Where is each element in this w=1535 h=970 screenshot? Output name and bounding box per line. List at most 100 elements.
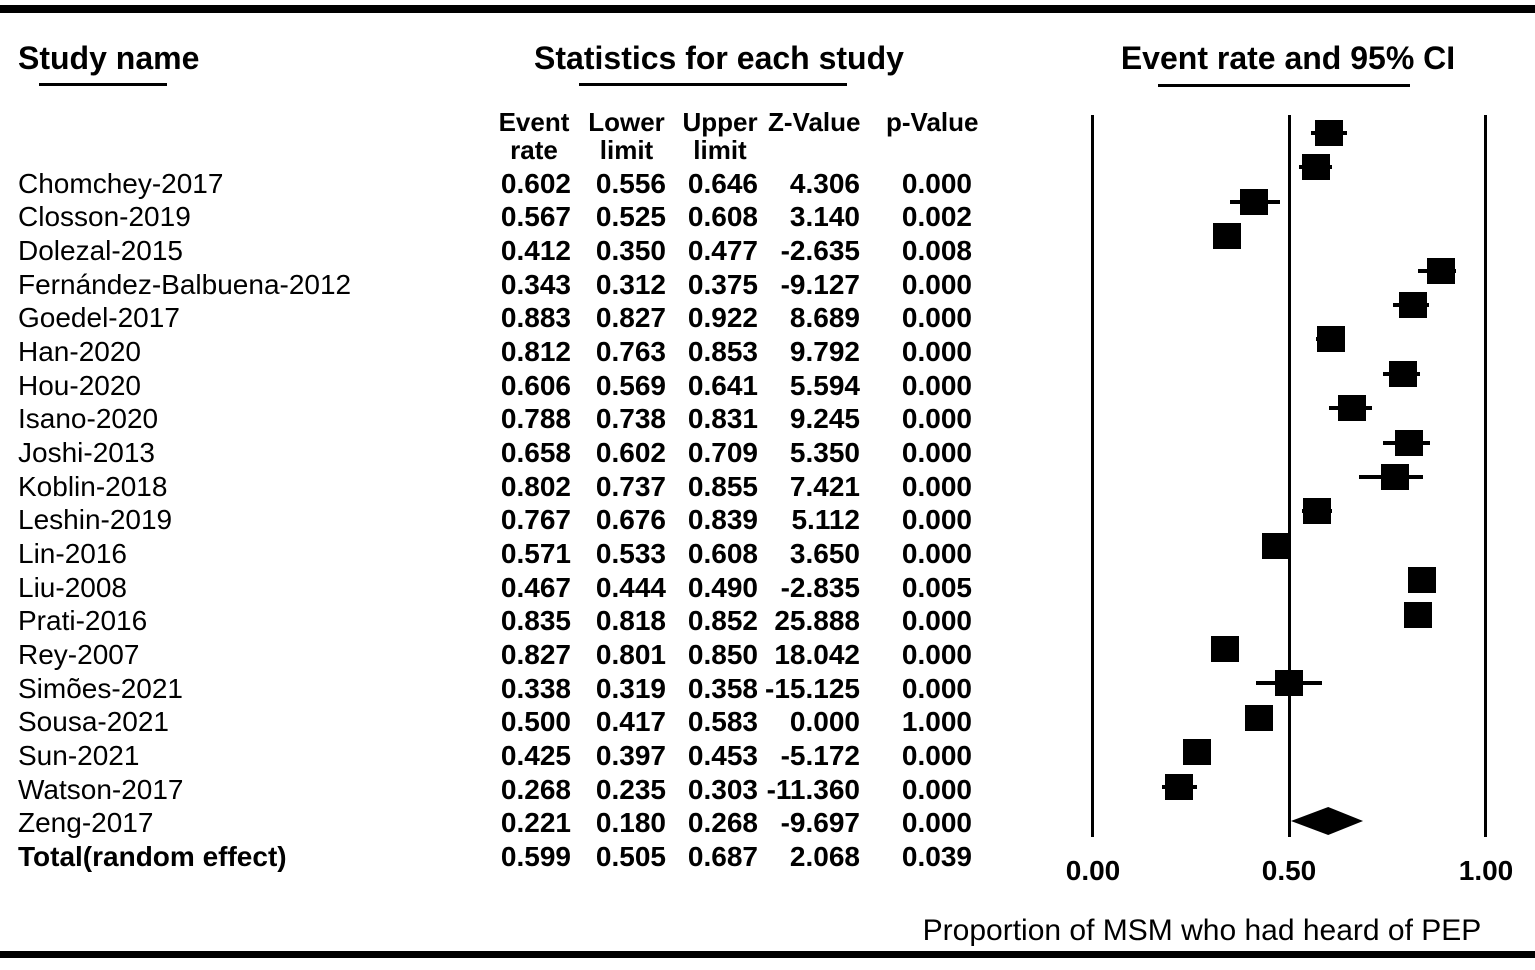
event-rate-cell: 0.268 [500, 773, 571, 805]
event-rate-cell: 0.658 [500, 437, 571, 469]
event-rate-cell: 0.812 [500, 336, 571, 368]
upper-limit-cell: 0.477 [687, 235, 758, 267]
study-name-cell: Hou-2020 [18, 369, 141, 401]
effect-size-square-marker [1210, 636, 1239, 662]
z-value-cell: -5.172 [780, 739, 860, 771]
upper-limit-cell: 0.709 [687, 437, 758, 469]
upper-limit-cell: 0.850 [687, 639, 758, 671]
effect-size-square-marker [1301, 154, 1330, 181]
study-name-cell: Zeng-2017 [18, 807, 154, 839]
effect-size-square-marker [1275, 670, 1303, 697]
upper-limit-cell: 0.646 [687, 167, 758, 199]
effect-size-square-marker [1337, 395, 1366, 422]
lower-limit-cell: 0.801 [595, 639, 666, 671]
study-name-underline [39, 83, 167, 86]
effect-size-square-marker [1394, 429, 1423, 456]
event-rate-cell: 0.567 [500, 201, 571, 233]
table-row: Simões-2021 0.338 0.319 0.358 -15.125 0.… [18, 672, 972, 706]
x-tick-label-100: 1.00 [1458, 855, 1514, 886]
top-border-rule [0, 5, 1535, 13]
lower-limit-cell: 0.350 [595, 235, 666, 267]
upper-limit-column-header: Upper limit [682, 107, 758, 165]
table-row: Closson-2019 0.567 0.525 0.608 3.140 0.0… [18, 201, 972, 235]
effect-size-square-marker [1407, 567, 1436, 594]
event-rate-column-header: Event rate [498, 107, 570, 165]
table-row: Hou-2020 0.606 0.569 0.641 5.594 0.000 [18, 369, 972, 403]
z-value-cell: 18.042 [774, 639, 860, 671]
event-rate-cell: 0.802 [500, 470, 571, 502]
upper-limit-cell: 0.358 [687, 672, 758, 704]
p-value-cell: 0.000 [901, 470, 972, 502]
p-value-cell: 0.000 [901, 167, 972, 199]
effect-size-square-marker [1426, 257, 1455, 284]
p-value-cell: 0.039 [901, 840, 972, 872]
table-row: Rey-2007 0.827 0.801 0.850 18.042 0.000 [18, 638, 972, 672]
lower-limit-cell: 0.569 [595, 369, 666, 401]
upper-limit-cell: 0.687 [687, 840, 758, 872]
z-value-cell: 5.112 [791, 504, 860, 536]
study-name-cell: Fernández-Balbuena-2012 [18, 268, 352, 300]
lower-limit-cell: 0.235 [595, 773, 666, 805]
z-value-cell: -15.125 [765, 672, 860, 704]
effect-size-square-marker [1164, 773, 1193, 800]
effect-size-square-marker [1315, 120, 1344, 146]
study-name-cell: Han-2020 [18, 336, 141, 368]
upper-limit-cell: 0.608 [687, 201, 758, 233]
study-name-cell: Joshi-2013 [18, 437, 155, 469]
stat-column-headers: Event rate Lower limit Upper limit Z-Value … [18, 107, 979, 165]
lower-limit-cell: 0.505 [595, 840, 666, 872]
z-value-cell: 3.650 [789, 538, 860, 570]
study-name-cell: Isano-2020 [18, 403, 159, 435]
p-value-cell: 0.005 [901, 571, 972, 603]
upper-limit-cell: 0.641 [687, 369, 758, 401]
z-value-cell: -2.635 [780, 235, 860, 267]
p-value-cell: 0.000 [901, 605, 972, 637]
table-row: Lin-2016 0.571 0.533 0.608 3.650 0.000 [18, 537, 972, 571]
study-name-cell: Rey-2007 [18, 639, 140, 671]
plot-header: Event rate and 95% CI [1120, 40, 1456, 76]
summary-diamond-layer [1290, 807, 1364, 835]
table-row: Koblin-2018 0.802 0.737 0.855 7.421 0.00… [18, 470, 972, 504]
event-rate-cell: 0.571 [500, 538, 571, 570]
event-rate-cell: 0.221 [500, 807, 571, 839]
study-name-cell: Watson-2017 [18, 773, 184, 805]
event-rate-cell: 0.412 [500, 235, 571, 267]
event-rate-cell: 0.500 [500, 706, 571, 738]
p-value-cell: 1.000 [901, 706, 972, 738]
z-value-cell: -2.835 [780, 571, 860, 603]
p-value-cell: 0.008 [901, 235, 972, 267]
study-name-cell: Total(random effect) [18, 840, 287, 872]
table-row: Leshin-2019 0.767 0.676 0.839 5.112 0.00… [18, 504, 972, 538]
x-tick-label-0: 0.00 [1065, 855, 1121, 886]
p-value-cell: 0.000 [901, 807, 972, 839]
table-row: Isano-2020 0.788 0.738 0.831 9.245 0.000 [18, 403, 972, 437]
study-name-cell: Chomchey-2017 [18, 167, 224, 199]
upper-limit-cell: 0.268 [687, 807, 758, 839]
lower-limit-cell: 0.319 [595, 672, 666, 704]
table-row: Watson-2017 0.268 0.235 0.303 -11.360 0.… [18, 773, 972, 807]
event-rate-cell: 0.343 [500, 268, 571, 300]
event-rate-cell: 0.827 [500, 639, 571, 671]
effect-size-square-marker [1261, 532, 1290, 559]
table-row: Dolezal-2015 0.412 0.350 0.477 -2.635 0.… [18, 234, 972, 268]
table-row: Zeng-2017 0.221 0.180 0.268 -9.697 0.000 [18, 806, 972, 840]
event-rate-cell: 0.602 [500, 167, 571, 199]
z-value-cell: -11.360 [766, 773, 860, 805]
event-rate-cell: 0.883 [500, 302, 571, 334]
statistics-header: Statistics for each study [534, 40, 904, 76]
study-name-cell: Dolezal-2015 [18, 235, 183, 267]
upper-limit-cell: 0.375 [687, 268, 758, 300]
table-row: Fernández-Balbuena-2012 0.343 0.312 0.37… [18, 268, 972, 302]
table-row: Sun-2021 0.425 0.397 0.453 -5.172 0.000 [18, 739, 972, 773]
effect-size-square-marker [1303, 498, 1332, 525]
lower-limit-cell: 0.676 [595, 504, 666, 536]
study-name-cell: Prati-2016 [18, 605, 148, 637]
z-value-cell: 25.888 [774, 605, 860, 637]
z-value-cell: 8.689 [789, 302, 860, 334]
study-name-cell: Liu-2008 [18, 571, 127, 603]
table-row: Chomchey-2017 0.602 0.556 0.646 4.306 0.… [18, 167, 972, 201]
upper-limit-cell: 0.608 [687, 538, 758, 570]
lower-limit-cell: 0.602 [595, 437, 666, 469]
event-rate-cell: 0.788 [500, 403, 571, 435]
